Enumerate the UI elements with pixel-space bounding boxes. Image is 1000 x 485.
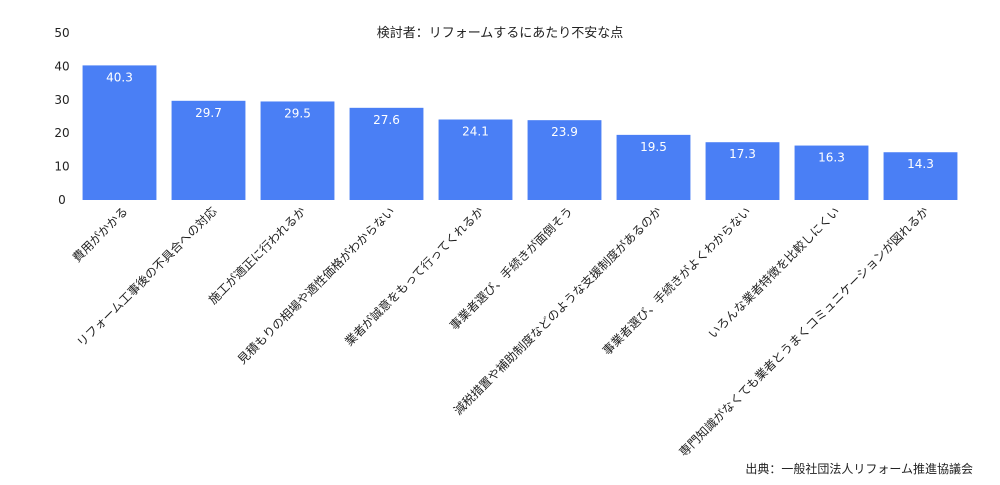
y-tick-label: 0	[58, 193, 66, 207]
y-tick-label: 20	[54, 126, 69, 140]
data-label: 19.5	[640, 140, 667, 154]
chart-title: 検討者：リフォームするにあたり不安な点	[377, 25, 624, 41]
bar	[705, 142, 780, 200]
x-tick-label: 費用がかかる	[69, 204, 131, 266]
bar	[883, 152, 958, 200]
x-tick-label: 見積もりの相場や適性価格がわからない	[234, 204, 397, 367]
x-tick-label: 施工が適正に行われるか	[205, 204, 309, 308]
bar	[438, 119, 513, 200]
y-tick-label: 30	[54, 93, 69, 107]
bar	[171, 100, 246, 200]
data-label: 23.9	[551, 125, 578, 139]
data-label: 24.1	[462, 125, 489, 139]
bar	[794, 145, 869, 200]
x-tick-label: 業者が誠意をもって行ってくれるか	[341, 204, 486, 349]
data-label: 27.6	[373, 113, 400, 127]
bar	[616, 134, 691, 200]
bars-group	[82, 65, 958, 200]
data-label: 29.5	[284, 106, 311, 120]
x-tick-label: 事業者選び、手続きがよくわからない	[599, 204, 753, 358]
data-label: 16.3	[818, 151, 845, 165]
y-tick-label: 50	[54, 26, 69, 40]
bar	[527, 120, 602, 200]
y-tick-label: 10	[54, 160, 69, 174]
bar	[260, 101, 335, 200]
y-tick-label: 40	[54, 59, 69, 73]
bar	[82, 65, 157, 200]
data-label: 17.3	[729, 147, 756, 161]
x-axis: 費用がかかるリフォーム工事後の不具合への対応施工が適正に行われるか見積もりの相場…	[69, 204, 932, 460]
x-tick-label: リフォーム工事後の不具合への対応	[73, 204, 219, 350]
bar	[349, 107, 424, 200]
source-note: 出典：一般社団法人リフォーム推進協議会	[745, 461, 973, 476]
data-label: 40.3	[106, 70, 133, 84]
x-tick-label: 減税措置や補助制度などのような支援制度があるのか	[450, 204, 664, 418]
y-axis: 0 10 20 30 40 50	[54, 26, 69, 207]
data-labels-group: 40.3 29.7 29.5 27.6 24.1 23.9 19.5 17.3 16.3 14.3	[106, 70, 934, 171]
data-label: 29.7	[195, 106, 222, 120]
data-label: 14.3	[907, 157, 934, 171]
